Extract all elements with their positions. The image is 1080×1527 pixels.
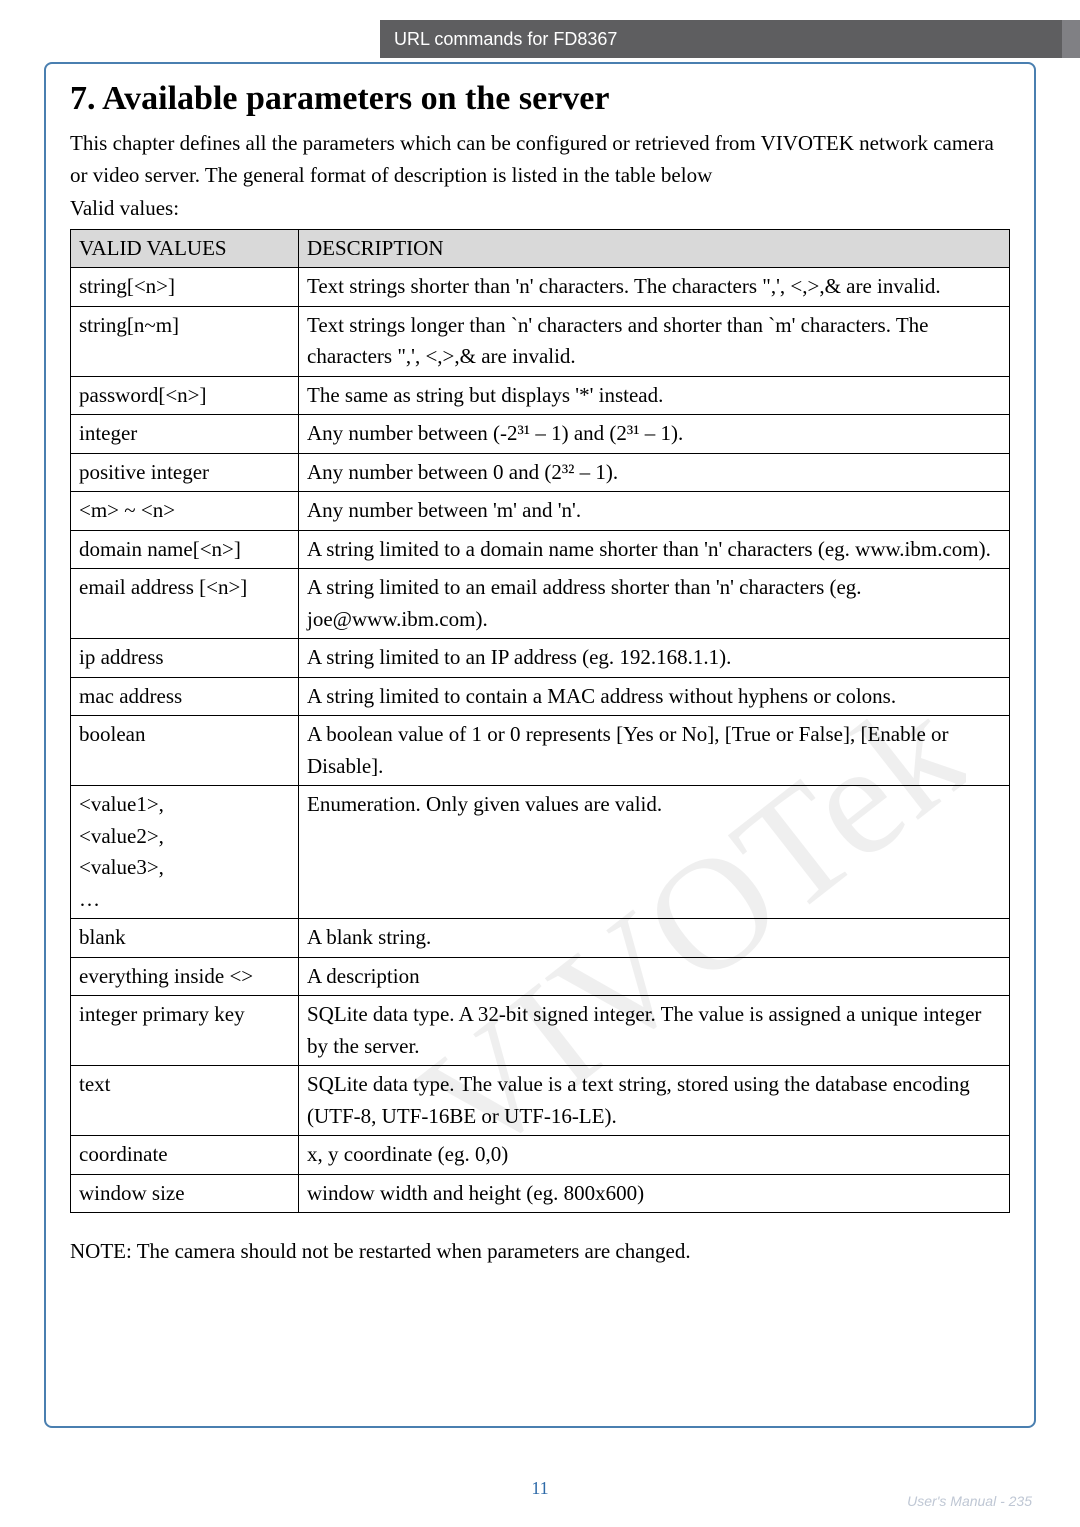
table-row: string[<n>]Text strings shorter than 'n'… [71, 268, 1010, 307]
row-label: domain name[<n>] [71, 530, 299, 569]
table-row: mac addressA string limited to contain a… [71, 677, 1010, 716]
intro-line-2: Valid values: [70, 193, 1010, 225]
row-description: window width and height (eg. 800x600) [299, 1174, 1010, 1213]
table-row: string[n~m]Text strings longer than `n' … [71, 306, 1010, 376]
row-label: everything inside <> [71, 957, 299, 996]
section-title: 7. Available parameters on the server [70, 80, 1010, 118]
table-row: positive integerAny number between 0 and… [71, 453, 1010, 492]
table-row: booleanA boolean value of 1 or 0 represe… [71, 716, 1010, 786]
table-row: <value1>, <value2>, <value3>, …Enumerati… [71, 786, 1010, 919]
row-label: string[<n>] [71, 268, 299, 307]
row-description: A description [299, 957, 1010, 996]
table-row: everything inside <>A description [71, 957, 1010, 996]
note-text: NOTE: The camera should not be restarted… [70, 1239, 1010, 1264]
row-description: A string limited to a domain name shorte… [299, 530, 1010, 569]
row-description: SQLite data type. A 32-bit signed intege… [299, 996, 1010, 1066]
row-label: integer [71, 415, 299, 454]
table-row: <m> ~ <n>Any number between 'm' and 'n'. [71, 492, 1010, 531]
table-row: domain name[<n>]A string limited to a do… [71, 530, 1010, 569]
row-label: string[n~m] [71, 306, 299, 376]
row-label: password[<n>] [71, 376, 299, 415]
row-label: coordinate [71, 1136, 299, 1175]
row-description: The same as string but displays '*' inst… [299, 376, 1010, 415]
content: 7. Available parameters on the server Th… [70, 80, 1010, 1264]
col-header-description: DESCRIPTION [299, 229, 1010, 268]
row-description: Text strings shorter than 'n' characters… [299, 268, 1010, 307]
row-label: text [71, 1066, 299, 1136]
table-row: integerAny number between (-2³¹ – 1) and… [71, 415, 1010, 454]
table-header-row: VALID VALUES DESCRIPTION [71, 229, 1010, 268]
header-corner [1062, 20, 1080, 58]
header-bar: URL commands for FD8367 [380, 20, 1070, 58]
row-description: A boolean value of 1 or 0 represents [Ye… [299, 716, 1010, 786]
table-row: email address [<n>]A string limited to a… [71, 569, 1010, 639]
page-frame: VIVOTek Confidential 7. Available parame… [44, 62, 1036, 1428]
row-label: window size [71, 1174, 299, 1213]
row-label: blank [71, 919, 299, 958]
row-label: <m> ~ <n> [71, 492, 299, 531]
table-row: integer primary keySQLite data type. A 3… [71, 996, 1010, 1066]
row-label: boolean [71, 716, 299, 786]
row-label: positive integer [71, 453, 299, 492]
row-description: A string limited to an IP address (eg. 1… [299, 639, 1010, 678]
row-label: <value1>, <value2>, <value3>, … [71, 786, 299, 919]
table-row: textSQLite data type. The value is a tex… [71, 1066, 1010, 1136]
row-description: Enumeration. Only given values are valid… [299, 786, 1010, 919]
row-label: ip address [71, 639, 299, 678]
row-description: Any number between 0 and (2³² – 1). [299, 453, 1010, 492]
row-label: email address [<n>] [71, 569, 299, 639]
row-description: A string limited to contain a MAC addres… [299, 677, 1010, 716]
row-description: A blank string. [299, 919, 1010, 958]
header-text: URL commands for FD8367 [394, 29, 617, 49]
table-row: coordinatex, y coordinate (eg. 0,0) [71, 1136, 1010, 1175]
row-description: SQLite data type. The value is a text st… [299, 1066, 1010, 1136]
row-description: Any number between (-2³¹ – 1) and (2³¹ –… [299, 415, 1010, 454]
table-row: window sizewindow width and height (eg. … [71, 1174, 1010, 1213]
intro-line-1: This chapter defines all the parameters … [70, 128, 1010, 191]
row-description: Any number between 'm' and 'n'. [299, 492, 1010, 531]
row-label: mac address [71, 677, 299, 716]
row-description: Text strings longer than `n' characters … [299, 306, 1010, 376]
row-description: x, y coordinate (eg. 0,0) [299, 1136, 1010, 1175]
table-row: ip addressA string limited to an IP addr… [71, 639, 1010, 678]
col-header-values: VALID VALUES [71, 229, 299, 268]
valid-values-table: VALID VALUES DESCRIPTION string[<n>]Text… [70, 229, 1010, 1214]
row-label: integer primary key [71, 996, 299, 1066]
row-description: A string limited to an email address sho… [299, 569, 1010, 639]
table-row: blankA blank string. [71, 919, 1010, 958]
table-row: password[<n>]The same as string but disp… [71, 376, 1010, 415]
footer-right-text: User's Manual - 235 [907, 1493, 1032, 1509]
